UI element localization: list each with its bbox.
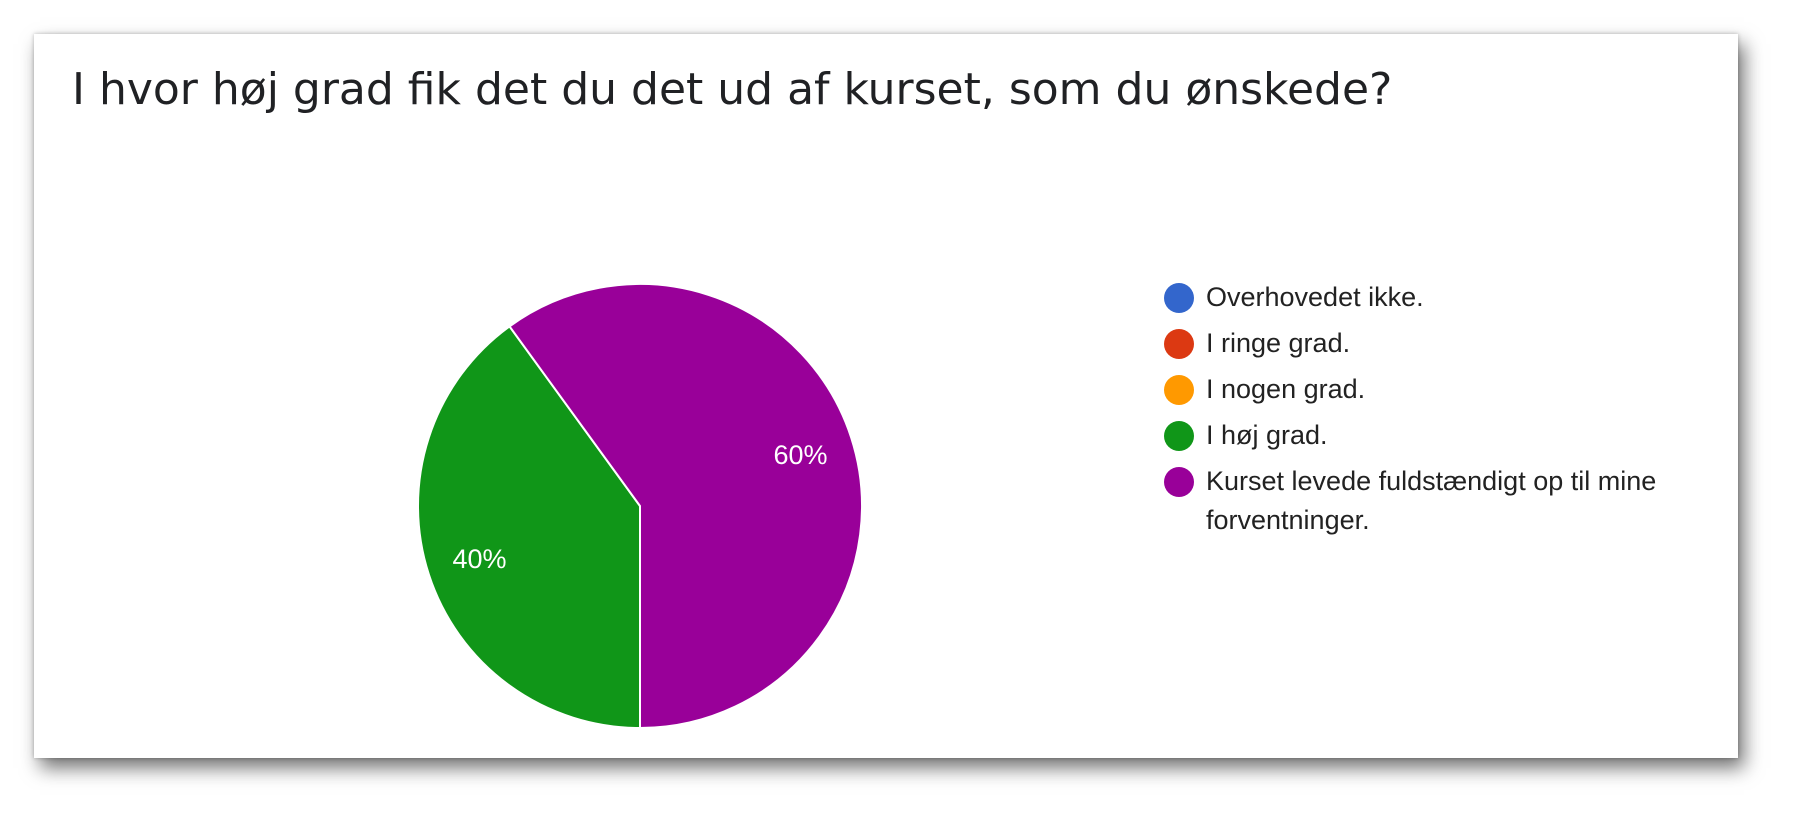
chart-title: I hvor høj grad fik det du det ud af kur…	[72, 64, 1393, 115]
pie-slice-label-3: 40%	[453, 544, 507, 574]
legend-swatch	[1164, 421, 1194, 451]
legend-item-i-hoj-grad[interactable]: I høj grad.	[1164, 416, 1724, 455]
pie-slice-4[interactable]	[508, 283, 863, 730]
legend-item-i-nogen-grad[interactable]: I nogen grad.	[1164, 370, 1724, 409]
legend-label: I høj grad.	[1206, 420, 1328, 450]
legend: Overhovedet ikke. I ringe grad. I nogen …	[1164, 278, 1724, 547]
legend-item-kurset-levede[interactable]: Kurset levede fuldstændigt op til mine f…	[1164, 462, 1724, 540]
legend-swatch	[1164, 283, 1194, 313]
legend-label: I nogen grad.	[1206, 374, 1366, 404]
legend-swatch	[1164, 375, 1194, 405]
legend-label: I ringe grad.	[1206, 328, 1351, 358]
pie-slice-3[interactable]	[417, 325, 641, 730]
pie-slices	[417, 283, 863, 730]
legend-label: Kurset levede fuldstændigt op til mine f…	[1206, 466, 1657, 535]
pie-chart: 40% 60%	[417, 283, 863, 730]
pie-slice-labels: 40% 60%	[453, 440, 828, 574]
chart-card: I hvor høj grad fik det du det ud af kur…	[34, 34, 1738, 758]
legend-item-i-ringe-grad[interactable]: I ringe grad.	[1164, 324, 1724, 363]
legend-item-overhovedet-ikke[interactable]: Overhovedet ikke.	[1164, 278, 1724, 317]
pie-slice-label-4: 60%	[773, 440, 827, 470]
legend-label: Overhovedet ikke.	[1206, 282, 1424, 312]
legend-swatch	[1164, 329, 1194, 359]
legend-swatch	[1164, 467, 1194, 497]
